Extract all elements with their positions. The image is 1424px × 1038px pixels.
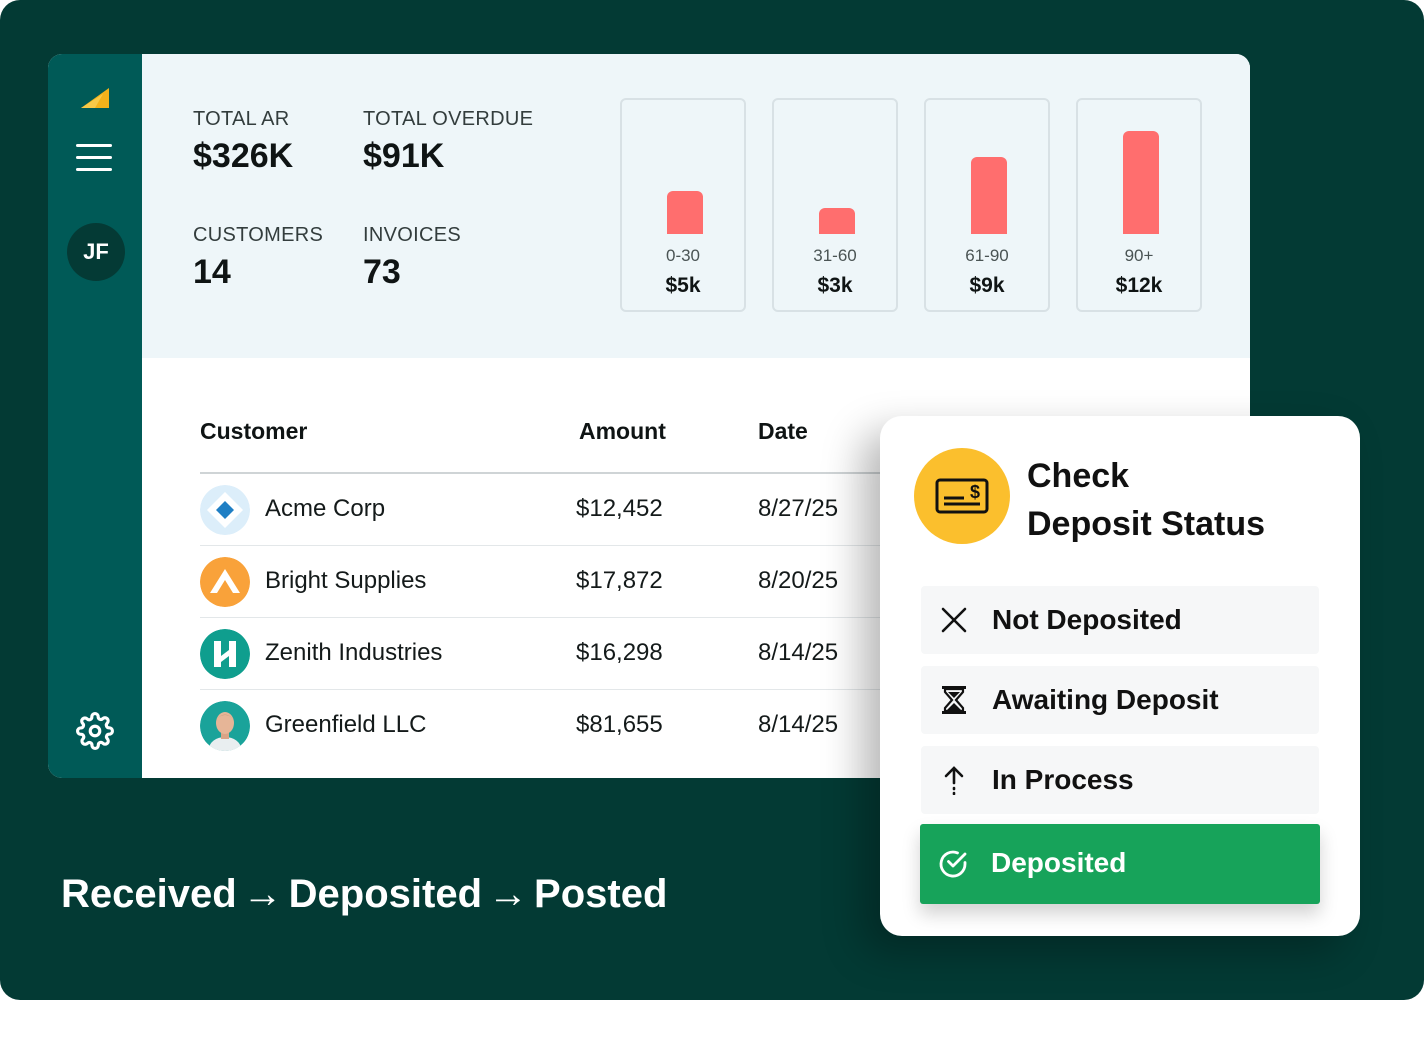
total-overdue-value: $91K bbox=[363, 137, 445, 175]
check-icon: $ bbox=[914, 448, 1010, 544]
aging-bar bbox=[971, 157, 1007, 234]
invoices-value: 73 bbox=[363, 253, 401, 291]
tagline-arrow: → bbox=[242, 872, 283, 916]
invoice-amount: $16,298 bbox=[576, 639, 663, 666]
row-divider bbox=[200, 545, 1100, 546]
table-row[interactable]: Greenfield LLC $81,655 8/14/25 bbox=[200, 690, 1100, 762]
status-option-label: Not Deposited bbox=[992, 604, 1182, 635]
user-avatar[interactable]: JF bbox=[67, 223, 125, 281]
tagline-step-received: Received bbox=[61, 872, 237, 916]
aging-bar bbox=[819, 208, 855, 234]
aging-range: 0-30 bbox=[665, 246, 701, 265]
table-row[interactable]: Zenith Industries $16,298 8/14/25 bbox=[200, 618, 1100, 690]
aging-amount: $12k bbox=[1115, 274, 1163, 297]
bright-supplies-logo-icon bbox=[200, 557, 250, 607]
status-option-label: In Process bbox=[992, 764, 1134, 795]
card-title-line2: Deposit Status bbox=[1027, 505, 1266, 543]
tagline-step-posted: Posted bbox=[534, 872, 668, 916]
customer-name: Acme Corp bbox=[265, 495, 386, 522]
workflow-tagline: Received → Deposited → Posted bbox=[61, 872, 667, 917]
sidebar: JF bbox=[48, 54, 142, 778]
customer-name: Greenfield LLC bbox=[265, 711, 427, 738]
total-ar-value: $326K bbox=[193, 137, 294, 175]
invoice-amount: $17,872 bbox=[576, 567, 663, 594]
tagline-step-deposited: Deposited bbox=[288, 872, 483, 916]
aging-amount: $9k bbox=[969, 274, 1005, 297]
close-icon bbox=[941, 607, 967, 633]
column-header-amount[interactable]: Amount bbox=[579, 418, 666, 444]
check-deposit-status-card: $ Check Deposit Status Not Deposited Awa… bbox=[880, 416, 1360, 936]
invoice-date: 8/14/25 bbox=[758, 711, 839, 738]
aging-card-31-60[interactable]: 31-60 $3k bbox=[772, 98, 898, 312]
arrow-up-icon bbox=[944, 766, 964, 795]
app-logo bbox=[81, 88, 109, 108]
invoice-date: 8/14/25 bbox=[758, 639, 839, 666]
zenith-logo-icon bbox=[200, 629, 250, 679]
invoice-date: 8/27/25 bbox=[758, 495, 839, 522]
customer-name: Bright Supplies bbox=[265, 567, 427, 594]
column-header-customer[interactable]: Customer bbox=[200, 418, 308, 444]
status-option-awaiting-deposit[interactable]: Awaiting Deposit bbox=[921, 666, 1319, 734]
check-circle-icon bbox=[939, 850, 967, 878]
total-overdue-label: TOTAL OVERDUE bbox=[363, 108, 534, 130]
aging-amount: $5k bbox=[665, 274, 701, 297]
status-option-in-process[interactable]: In Process bbox=[921, 746, 1319, 814]
aging-range: 90+ bbox=[1124, 246, 1154, 265]
aging-bar bbox=[667, 191, 703, 234]
customers-metric: CUSTOMERS 14 bbox=[193, 224, 323, 292]
status-option-not-deposited[interactable]: Not Deposited bbox=[921, 586, 1319, 654]
aging-card-90-plus[interactable]: 90+ $12k bbox=[1076, 98, 1202, 312]
svg-text:$: $ bbox=[970, 482, 980, 502]
header-divider bbox=[200, 472, 1100, 474]
customer-name: Zenith Industries bbox=[265, 639, 443, 666]
invoice-date: 8/20/25 bbox=[758, 567, 839, 594]
acme-logo-icon bbox=[200, 485, 250, 535]
person-avatar-icon bbox=[200, 701, 250, 751]
column-header-date[interactable]: Date bbox=[758, 418, 808, 444]
total-ar-metric: TOTAL AR $326K bbox=[193, 108, 293, 176]
card-title-line1: Check bbox=[1027, 457, 1130, 495]
aging-card-61-90[interactable]: 61-90 $9k bbox=[924, 98, 1050, 312]
hourglass-icon bbox=[942, 686, 966, 714]
invoice-amount: $81,655 bbox=[576, 711, 663, 738]
tagline-arrow: → bbox=[488, 872, 529, 916]
row-divider bbox=[200, 689, 1100, 690]
invoices-metric: INVOICES 73 bbox=[363, 224, 461, 292]
aging-amount: $3k bbox=[817, 274, 853, 297]
row-divider bbox=[200, 617, 1100, 618]
table-row[interactable]: Bright Supplies $17,872 8/20/25 bbox=[200, 546, 1100, 618]
status-option-label: Deposited bbox=[991, 847, 1127, 878]
card-title: Check Deposit Status bbox=[1027, 452, 1265, 548]
total-overdue-metric: TOTAL OVERDUE $91K bbox=[363, 108, 533, 176]
status-option-deposited[interactable]: Deposited bbox=[920, 824, 1320, 904]
invoices-label: INVOICES bbox=[363, 224, 461, 246]
summary-panel: TOTAL AR $326K TOTAL OVERDUE $91K CUSTOM… bbox=[142, 54, 1250, 358]
status-option-label: Awaiting Deposit bbox=[992, 684, 1219, 715]
table-row[interactable]: Acme Corp $12,452 8/27/25 bbox=[200, 474, 1100, 546]
aging-range: 31-60 bbox=[813, 246, 857, 265]
aging-range: 61-90 bbox=[965, 246, 1009, 265]
hamburger-menu-icon[interactable] bbox=[76, 144, 114, 172]
customers-label: CUSTOMERS bbox=[193, 224, 324, 246]
gear-icon[interactable] bbox=[76, 712, 114, 750]
aging-card-0-30[interactable]: 0-30 $5k bbox=[620, 98, 746, 312]
total-ar-label: TOTAL AR bbox=[193, 108, 290, 130]
customers-value: 14 bbox=[193, 253, 231, 291]
aging-bar bbox=[1123, 131, 1159, 234]
invoice-amount: $12,452 bbox=[576, 495, 663, 522]
